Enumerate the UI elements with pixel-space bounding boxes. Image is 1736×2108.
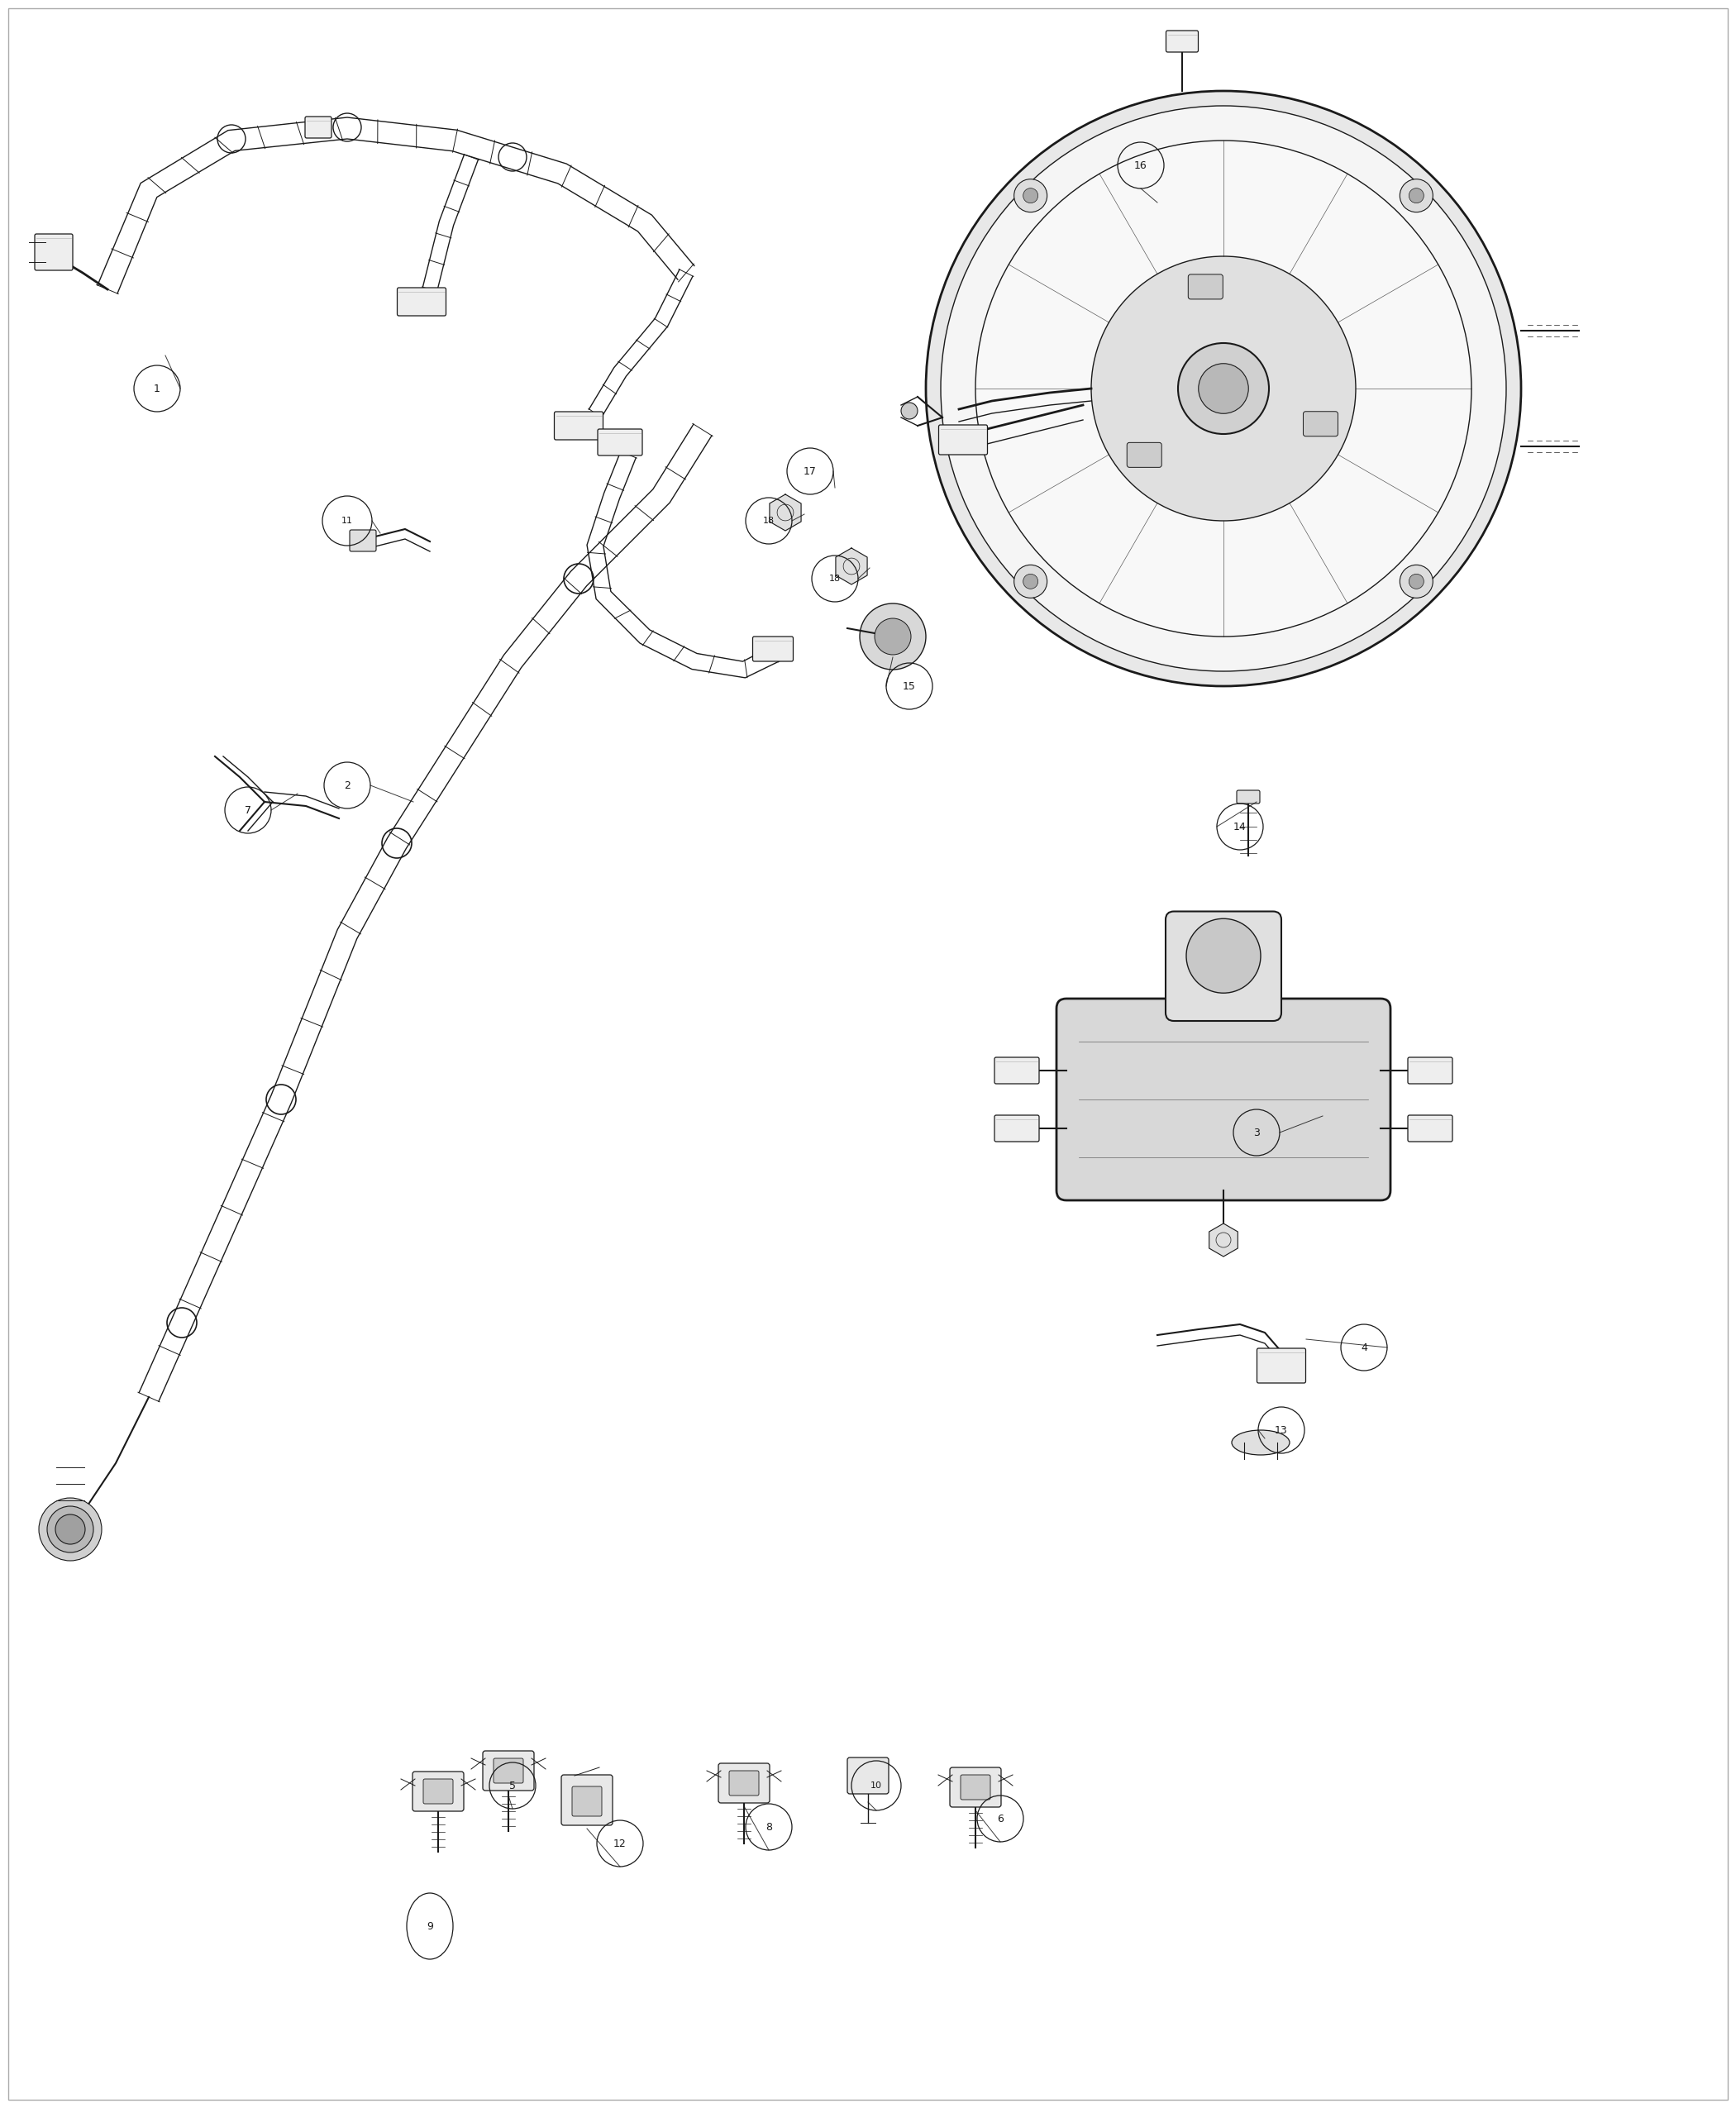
- Text: 17: 17: [804, 466, 816, 476]
- Text: 4: 4: [1361, 1343, 1368, 1353]
- Text: 18: 18: [830, 575, 840, 582]
- FancyBboxPatch shape: [35, 234, 73, 270]
- Polygon shape: [835, 548, 868, 584]
- Polygon shape: [1210, 1223, 1238, 1256]
- Circle shape: [1399, 179, 1432, 213]
- Text: 11: 11: [342, 516, 352, 525]
- Text: 5: 5: [509, 1781, 516, 1792]
- Ellipse shape: [1233, 1429, 1290, 1455]
- Text: 12: 12: [613, 1838, 627, 1849]
- Circle shape: [56, 1514, 85, 1545]
- Text: 6: 6: [996, 1813, 1003, 1823]
- Circle shape: [976, 141, 1472, 637]
- Circle shape: [1014, 179, 1047, 213]
- Text: 3: 3: [1253, 1128, 1260, 1138]
- FancyBboxPatch shape: [1408, 1115, 1453, 1143]
- FancyBboxPatch shape: [1127, 443, 1161, 468]
- FancyBboxPatch shape: [847, 1758, 889, 1794]
- Circle shape: [1014, 565, 1047, 599]
- FancyBboxPatch shape: [554, 411, 602, 441]
- Text: 15: 15: [903, 681, 917, 691]
- Text: 8: 8: [766, 1821, 773, 1832]
- Text: 13: 13: [1274, 1425, 1288, 1436]
- FancyBboxPatch shape: [719, 1762, 769, 1802]
- Text: 16: 16: [1134, 160, 1147, 171]
- FancyBboxPatch shape: [1165, 911, 1281, 1020]
- Polygon shape: [769, 495, 800, 531]
- Circle shape: [941, 105, 1507, 670]
- Circle shape: [1198, 363, 1248, 413]
- FancyBboxPatch shape: [995, 1058, 1040, 1084]
- FancyBboxPatch shape: [1304, 411, 1338, 436]
- Text: 14: 14: [1234, 822, 1246, 833]
- FancyBboxPatch shape: [995, 1115, 1040, 1143]
- FancyBboxPatch shape: [753, 637, 793, 662]
- Circle shape: [1410, 573, 1424, 588]
- FancyBboxPatch shape: [597, 430, 642, 455]
- FancyBboxPatch shape: [1408, 1058, 1453, 1084]
- FancyBboxPatch shape: [729, 1771, 759, 1796]
- FancyBboxPatch shape: [1236, 790, 1260, 803]
- FancyBboxPatch shape: [960, 1775, 990, 1800]
- FancyBboxPatch shape: [398, 287, 446, 316]
- FancyBboxPatch shape: [1167, 32, 1198, 53]
- FancyBboxPatch shape: [1187, 274, 1222, 299]
- Circle shape: [1399, 565, 1432, 599]
- FancyBboxPatch shape: [424, 1779, 453, 1804]
- FancyBboxPatch shape: [306, 116, 332, 137]
- FancyBboxPatch shape: [939, 426, 988, 455]
- FancyBboxPatch shape: [573, 1785, 602, 1817]
- FancyBboxPatch shape: [561, 1775, 613, 1826]
- FancyBboxPatch shape: [1057, 999, 1391, 1199]
- Text: 18: 18: [762, 516, 774, 525]
- Circle shape: [925, 91, 1521, 685]
- Text: 10: 10: [870, 1781, 882, 1790]
- Circle shape: [859, 603, 925, 670]
- Circle shape: [1186, 919, 1260, 993]
- Circle shape: [47, 1507, 94, 1551]
- Text: 2: 2: [344, 780, 351, 790]
- FancyBboxPatch shape: [493, 1758, 523, 1783]
- Text: 9: 9: [427, 1920, 432, 1931]
- FancyBboxPatch shape: [950, 1767, 1002, 1807]
- FancyBboxPatch shape: [483, 1752, 535, 1790]
- FancyBboxPatch shape: [413, 1771, 464, 1811]
- Text: 1: 1: [155, 384, 160, 394]
- FancyBboxPatch shape: [349, 529, 377, 552]
- FancyBboxPatch shape: [1257, 1349, 1305, 1383]
- Circle shape: [1179, 344, 1269, 434]
- Circle shape: [1023, 188, 1038, 202]
- Circle shape: [1092, 257, 1356, 521]
- Circle shape: [875, 618, 911, 656]
- Text: 7: 7: [245, 805, 252, 816]
- Circle shape: [1023, 573, 1038, 588]
- Circle shape: [901, 403, 918, 419]
- Circle shape: [1410, 188, 1424, 202]
- Circle shape: [38, 1499, 102, 1560]
